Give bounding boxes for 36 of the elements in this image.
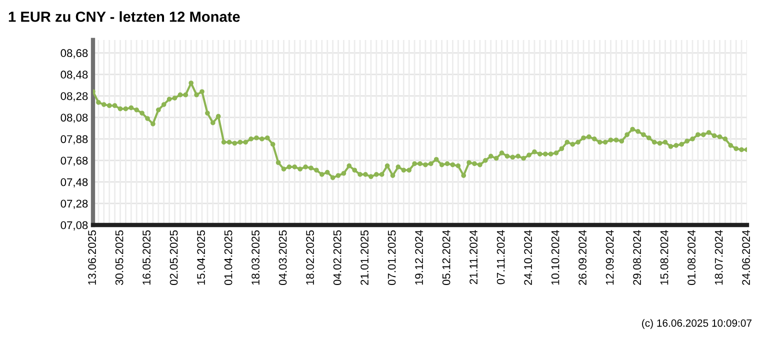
x-tick-label: 30.05.2025: [115, 230, 124, 286]
x-tick-label: 19.12.2024: [415, 230, 423, 285]
x-tick-label: 12.09.2024: [606, 230, 614, 285]
x-tick-label: 05.12.2024: [442, 230, 450, 286]
y-tick-label: 08,68: [60, 49, 88, 58]
x-tick-label: 21.11.2024: [470, 230, 478, 284]
y-tick-label: 07,08: [60, 221, 88, 230]
text: (c) 16.06.2025 10:09:07: [642, 319, 752, 329]
x-tick-label: 29.08.2024: [633, 230, 641, 285]
x-tick-label: 24.10.2024: [524, 230, 532, 285]
y-tick-label: 07,88: [60, 135, 88, 144]
x-tick-label: 07.01.2025: [388, 230, 396, 286]
y-tick-label: 07,28: [60, 200, 88, 209]
x-tick-label: 21.01.2025: [360, 230, 368, 285]
y-tick-label: 07,48: [60, 178, 88, 188]
chart-title: 1 EUR zu CNY - letzten 12 Monate: [8, 11, 240, 22]
x-tick-label: 04.02.2025: [333, 230, 342, 286]
x-tick-label: 26.09.2024: [578, 230, 586, 285]
x-tick-label: 02.05.2025: [170, 230, 178, 286]
x-tick-label: 07.11.2024: [496, 230, 505, 284]
y-tick-label: 08,28: [60, 92, 88, 102]
y-tick-label: 08,48: [60, 70, 88, 80]
x-tick-label: 13.06.2025: [88, 230, 96, 285]
x-tick-label: 15.04.2025: [197, 230, 205, 285]
y-tick-label: 07,68: [60, 156, 88, 166]
x-tick-label: 18.02.2025: [306, 230, 314, 285]
x-tick-label: 18.07.2024: [714, 230, 723, 285]
x-tick-label: 16.05.2025: [142, 230, 150, 285]
x-tick-label: 18.03.2025: [252, 230, 260, 285]
y-tick-label: 08,08: [60, 114, 88, 123]
x-tick-label: 01.04.2025: [224, 230, 232, 286]
x-tick-label: 15.08.2024: [660, 230, 668, 285]
x-tick-label: 24.06.2024: [742, 230, 750, 285]
x-tick-label: 10.10.2024: [551, 230, 560, 285]
x-tick-label: 04.03.2025: [278, 230, 287, 286]
x-tick-label: 01.08.2024: [688, 230, 696, 286]
